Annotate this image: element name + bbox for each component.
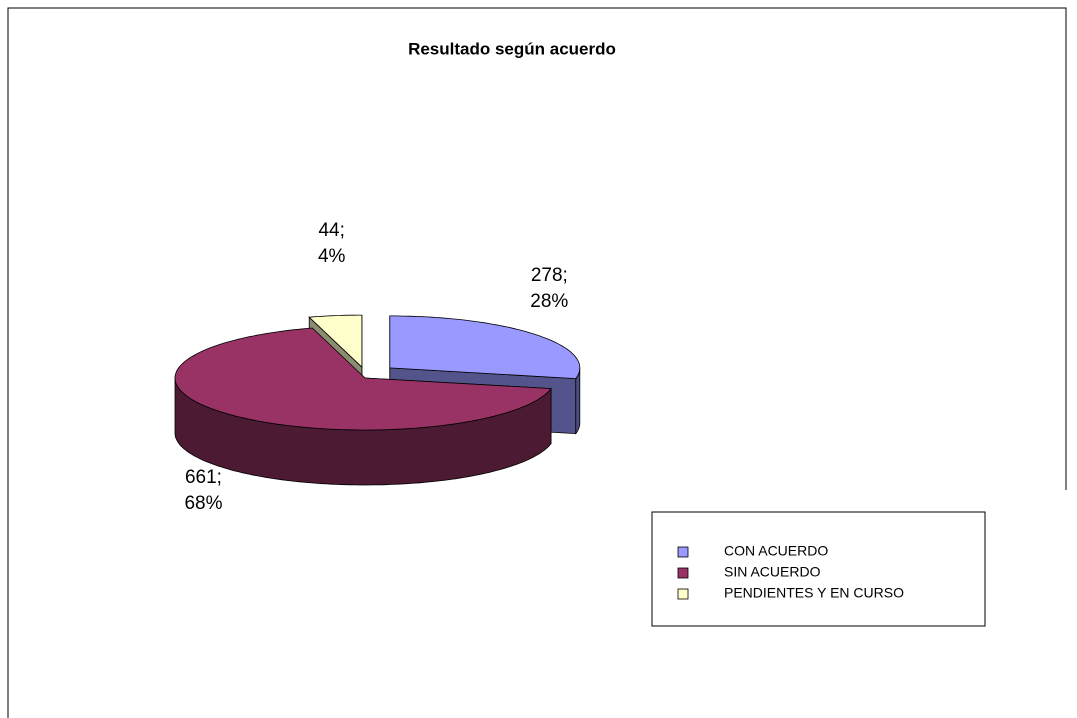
legend-label: CON ACUERDO [724,543,828,559]
slice [389,315,581,380]
data-label: 278; 28% [530,265,569,313]
legend-swatch [677,546,689,558]
slice [308,314,363,369]
chart-frame [7,7,1067,718]
slice [174,327,552,431]
chart-title: Resultado según acuerdo [408,39,616,58]
legend-box [651,511,986,627]
data-label: 661; 68% [184,467,223,515]
legend-swatch [677,567,689,579]
legend-label: SIN ACUERDO [724,564,821,580]
legend-label: PENDIENTES Y EN CURSO [724,585,904,601]
data-label: 44; 4% [317,220,346,268]
legend-swatch [677,588,689,600]
